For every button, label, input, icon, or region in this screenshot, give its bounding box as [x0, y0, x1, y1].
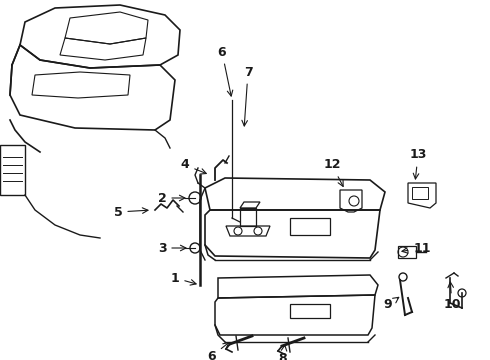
Text: 13: 13: [409, 148, 427, 179]
Text: 7: 7: [242, 66, 252, 126]
Text: 6: 6: [218, 45, 233, 96]
Bar: [412, 187, 428, 199]
Text: 8: 8: [279, 345, 287, 360]
Text: 6: 6: [208, 342, 229, 360]
Text: 12: 12: [323, 158, 343, 186]
Text: 4: 4: [181, 158, 206, 174]
Text: 5: 5: [114, 206, 148, 219]
Text: 2: 2: [158, 192, 185, 204]
Text: 9: 9: [384, 297, 399, 311]
Text: 1: 1: [171, 271, 196, 285]
Text: 3: 3: [158, 242, 186, 255]
Bar: [398, 246, 416, 258]
Text: 10: 10: [443, 282, 461, 311]
Text: 11: 11: [402, 242, 431, 255]
